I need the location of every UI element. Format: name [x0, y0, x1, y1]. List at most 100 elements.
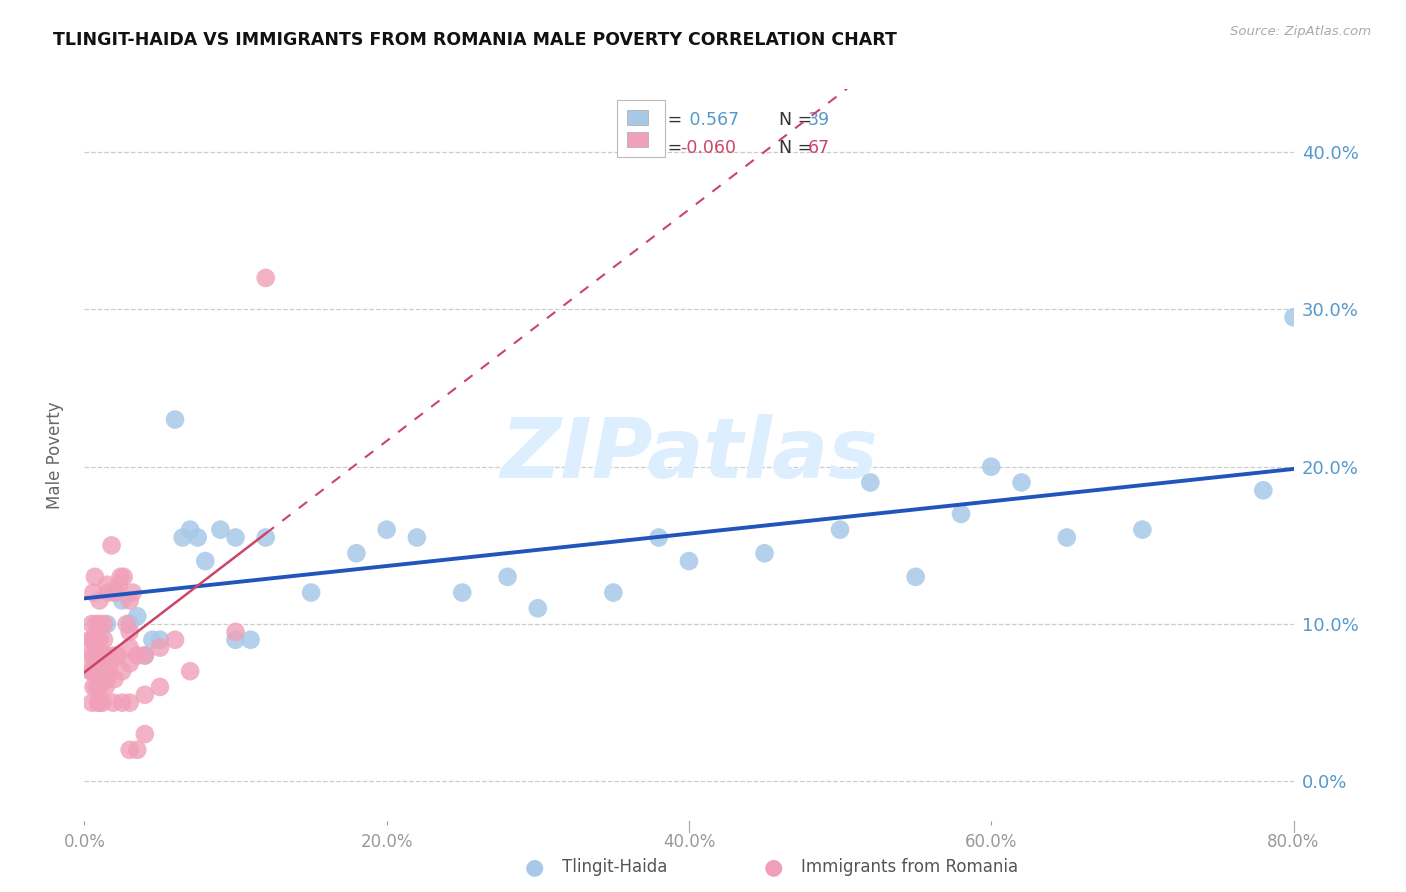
- Point: [118, 593, 141, 607]
- Point: [104, 672, 127, 686]
- Point: [346, 546, 368, 560]
- Point: [830, 523, 852, 537]
- Point: [1253, 483, 1275, 498]
- Point: [82, 585, 104, 599]
- Point: [134, 727, 156, 741]
- Point: [179, 523, 201, 537]
- Point: [108, 577, 131, 591]
- Point: [89, 617, 111, 632]
- Point: [77, 648, 100, 663]
- Point: [602, 585, 624, 599]
- Point: [93, 617, 115, 632]
- Point: [127, 648, 149, 663]
- Point: [111, 696, 134, 710]
- Point: [118, 743, 141, 757]
- Text: ●: ●: [763, 857, 783, 877]
- Point: [375, 523, 398, 537]
- Point: [172, 531, 194, 545]
- Point: [165, 632, 187, 647]
- Point: [118, 624, 141, 639]
- Point: [86, 648, 108, 663]
- Point: [118, 657, 141, 671]
- Point: [82, 680, 104, 694]
- Text: 67: 67: [807, 139, 830, 157]
- Point: [225, 624, 247, 639]
- Point: [134, 648, 156, 663]
- Point: [118, 640, 141, 655]
- Point: [194, 554, 217, 568]
- Point: [1130, 523, 1153, 537]
- Point: [96, 648, 118, 663]
- Point: [110, 570, 132, 584]
- Point: [84, 632, 107, 647]
- Point: [107, 648, 129, 663]
- Point: [904, 570, 927, 584]
- Text: ZIPatlas: ZIPatlas: [501, 415, 877, 495]
- Point: [91, 648, 114, 663]
- Point: [187, 531, 209, 545]
- Point: [84, 664, 107, 678]
- Point: [149, 632, 172, 647]
- Point: [104, 585, 127, 599]
- Point: [89, 664, 111, 678]
- Point: [94, 680, 117, 694]
- Point: [112, 570, 135, 584]
- Y-axis label: Male Poverty: Male Poverty: [45, 401, 63, 508]
- Text: 39: 39: [807, 111, 830, 129]
- Text: N =: N =: [768, 111, 817, 129]
- Text: Immigrants from Romania: Immigrants from Romania: [801, 858, 1018, 876]
- Point: [406, 531, 429, 545]
- Text: Source: ZipAtlas.com: Source: ZipAtlas.com: [1230, 25, 1371, 38]
- Point: [80, 617, 103, 632]
- Point: [115, 617, 138, 632]
- Point: [127, 743, 149, 757]
- Text: R =: R =: [650, 139, 688, 157]
- Point: [86, 617, 108, 632]
- Point: [89, 593, 111, 607]
- Point: [87, 632, 110, 647]
- Point: [84, 570, 107, 584]
- Point: [121, 585, 143, 599]
- Point: [648, 531, 671, 545]
- Point: [80, 632, 103, 647]
- Point: [225, 531, 247, 545]
- Point: [149, 680, 172, 694]
- Point: [87, 696, 110, 710]
- Text: -0.060: -0.060: [681, 139, 737, 157]
- Point: [859, 475, 882, 490]
- Point: [754, 546, 776, 560]
- Text: N =: N =: [768, 139, 817, 157]
- Point: [118, 617, 141, 632]
- Point: [1282, 310, 1305, 325]
- Point: [254, 271, 277, 285]
- Text: TLINGIT-HAIDA VS IMMIGRANTS FROM ROMANIA MALE POVERTY CORRELATION CHART: TLINGIT-HAIDA VS IMMIGRANTS FROM ROMANIA…: [53, 31, 897, 49]
- Point: [527, 601, 550, 615]
- Point: [97, 585, 120, 599]
- Point: [82, 648, 104, 663]
- Text: R =: R =: [650, 111, 688, 129]
- Point: [93, 632, 115, 647]
- Point: [299, 585, 322, 599]
- Point: [980, 459, 1002, 474]
- Point: [111, 664, 134, 678]
- Point: [98, 657, 121, 671]
- Point: [80, 696, 103, 710]
- Point: [1011, 475, 1033, 490]
- Point: [209, 523, 232, 537]
- Point: [254, 531, 277, 545]
- Point: [89, 632, 111, 647]
- Point: [96, 577, 118, 591]
- Point: [165, 412, 187, 426]
- Point: [127, 609, 149, 624]
- Point: [149, 640, 172, 655]
- Text: ●: ●: [524, 857, 544, 877]
- Point: [79, 664, 101, 678]
- Point: [90, 664, 112, 678]
- Point: [225, 632, 247, 647]
- Point: [104, 648, 127, 663]
- Point: [89, 680, 111, 694]
- Point: [86, 680, 108, 694]
- Text: 0.567: 0.567: [685, 111, 740, 129]
- Point: [79, 632, 101, 647]
- Point: [105, 585, 128, 599]
